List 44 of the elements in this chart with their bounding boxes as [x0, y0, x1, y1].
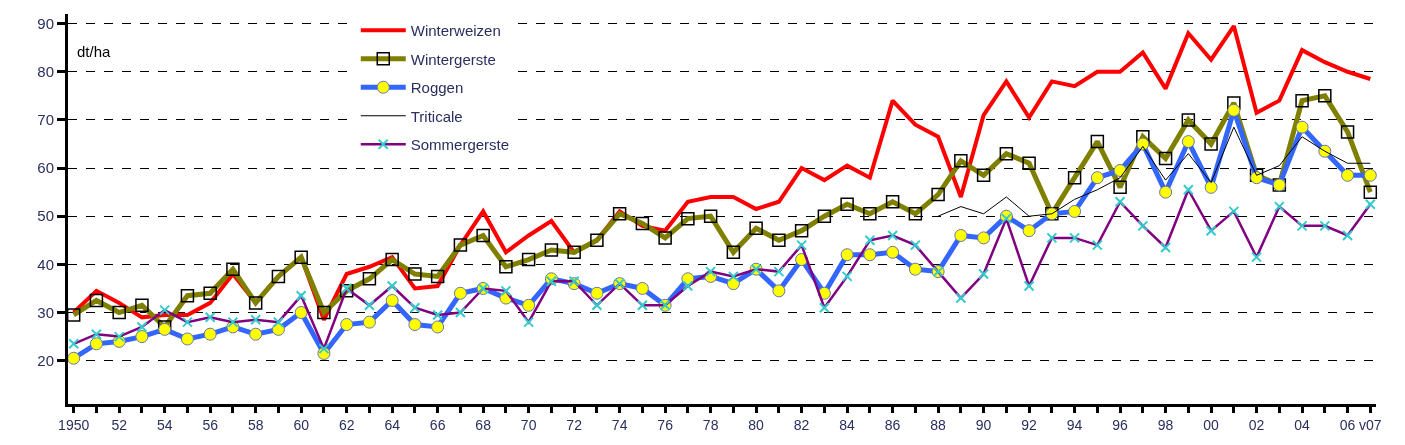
x-tick-label: v07 [1359, 416, 1382, 433]
x-tick-label: 64 [384, 416, 401, 433]
x-tick-label: 62 [338, 416, 355, 433]
x-tick-label: 78 [702, 416, 719, 433]
x-tick-label: 04 [1294, 416, 1311, 433]
x-tick-label: 54 [156, 416, 173, 433]
y-axis-title: dt/ha [77, 43, 112, 60]
legend-label: Roggen [410, 79, 464, 97]
x-tick-label: 76 [657, 416, 674, 433]
x-tick-label: 66 [429, 416, 446, 433]
x-tick-label: 74 [611, 416, 628, 433]
y-tick-label: 70 [37, 111, 54, 129]
x-tick-label: 68 [475, 416, 492, 433]
x-tick-label: 84 [839, 416, 856, 433]
x-tick-label: 80 [748, 416, 765, 433]
x-tick-label: 06 [1339, 416, 1356, 433]
x-tick-label: 60 [293, 416, 310, 433]
x-tick-label: 98 [1157, 416, 1174, 433]
y-tick-label: 50 [37, 207, 54, 225]
x-tick-label: 90 [975, 416, 992, 433]
y-tick-label: 60 [37, 159, 54, 177]
y-tick-label: 40 [37, 255, 54, 273]
x-tick-label: 1950 [58, 416, 90, 433]
y-tick-label: 20 [37, 351, 54, 369]
legend-label: Sommergerste [410, 136, 510, 154]
x-tick-label: 70 [520, 416, 537, 433]
x-tick-label: 72 [566, 416, 583, 433]
x-tick-label: 92 [1021, 416, 1038, 433]
x-tick-label: 82 [793, 416, 810, 433]
legend-label: Winterweizen [410, 22, 501, 40]
legend-label: Wintergerste [410, 50, 496, 68]
x-tick-label: 94 [1066, 416, 1083, 433]
y-tick-label: 90 [37, 14, 54, 32]
x-tick-label: 88 [930, 416, 947, 433]
legend-label: Triticale [410, 107, 463, 125]
y-tick-label: 80 [37, 63, 54, 81]
x-tick-label: 02 [1248, 416, 1265, 433]
x-tick-label: 58 [247, 416, 264, 433]
x-tick-label: 56 [202, 416, 219, 433]
x-tick-label: 52 [111, 416, 128, 433]
x-tick-label: 00 [1203, 416, 1220, 433]
x-tick-label: 96 [1112, 416, 1129, 433]
x-tick-label: 86 [884, 416, 901, 433]
y-tick-label: 30 [37, 303, 54, 321]
